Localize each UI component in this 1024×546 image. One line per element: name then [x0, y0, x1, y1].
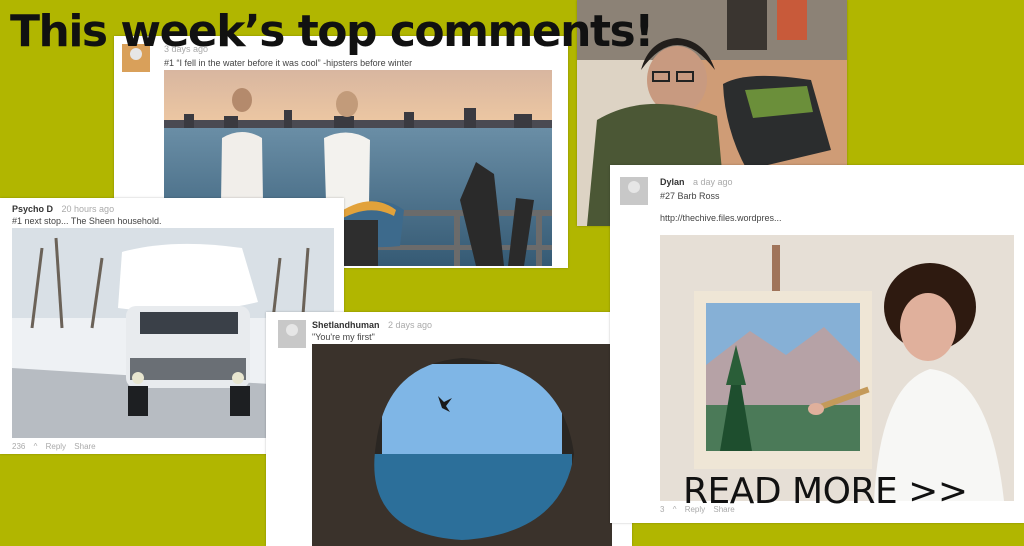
- reply-link[interactable]: Reply: [45, 442, 67, 451]
- painter-with-canvas-image: [660, 235, 1014, 501]
- comment-username-text: Dylan: [660, 177, 685, 187]
- page-title: This week’s top comments!: [10, 6, 654, 57]
- cave-cliff-jump-photo[interactable]: [312, 344, 612, 546]
- comment-text: #1 “I fell in the water before it was co…: [164, 58, 413, 68]
- comment-timestamp: 20 hours ago: [61, 204, 115, 214]
- vote-count: 236: [12, 442, 26, 451]
- avatar[interactable]: [122, 44, 150, 72]
- comment-username[interactable]: 3 days ago: [158, 44, 208, 54]
- comment-text: #1 next stop... The Sheen household.: [12, 216, 162, 226]
- comment-timestamp: 2 days ago: [388, 320, 433, 330]
- cave-cliff-jump-image: [312, 344, 612, 546]
- comment-link[interactable]: http://thechive.files.wordpres...: [660, 213, 782, 223]
- comment-username-text: Shetlandhuman: [312, 320, 380, 330]
- upvote-icon[interactable]: ^: [33, 442, 38, 451]
- avatar[interactable]: [620, 177, 648, 205]
- painter-with-canvas-photo[interactable]: [660, 235, 1014, 501]
- comment-card-barb-ross: Dylan a day ago #27 Barb Ross http://the…: [610, 165, 1024, 523]
- comment-text: "You're my first": [312, 332, 375, 342]
- avatar[interactable]: [278, 320, 306, 348]
- reply-link[interactable]: Reply: [684, 505, 706, 514]
- comment-timestamp: a day ago: [693, 177, 733, 187]
- comment-username[interactable]: Psycho D 20 hours ago: [12, 204, 114, 214]
- comment-actions: 236 ^ Reply Share: [12, 442, 102, 451]
- read-more-link[interactable]: READ MORE >>: [683, 471, 968, 512]
- comment-card-cave-jump: Shetlandhuman 2 days ago "You're my firs…: [266, 312, 632, 546]
- comment-username-text: Psycho D: [12, 204, 54, 214]
- share-link[interactable]: Share: [713, 505, 735, 514]
- comment-actions: 3 ^ Reply Share: [660, 505, 741, 514]
- upvote-icon[interactable]: ^: [672, 505, 677, 514]
- comment-text: #27 Barb Ross: [660, 191, 720, 201]
- comment-timestamp: 3 days ago: [164, 44, 209, 54]
- comment-username[interactable]: Shetlandhuman 2 days ago: [312, 320, 432, 330]
- share-link[interactable]: Share: [74, 442, 96, 451]
- vote-count: 3: [660, 505, 665, 514]
- comment-username[interactable]: Dylan a day ago: [660, 177, 733, 187]
